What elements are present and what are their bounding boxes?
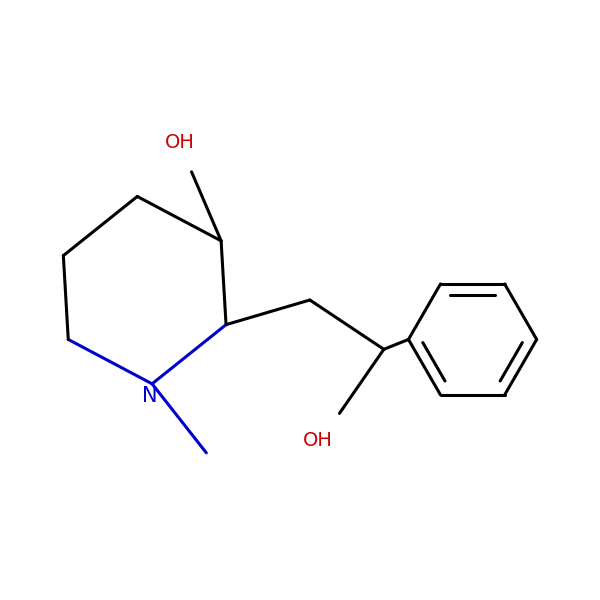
Text: OH: OH <box>303 431 332 450</box>
Text: N: N <box>142 386 158 406</box>
Text: OH: OH <box>165 133 194 152</box>
